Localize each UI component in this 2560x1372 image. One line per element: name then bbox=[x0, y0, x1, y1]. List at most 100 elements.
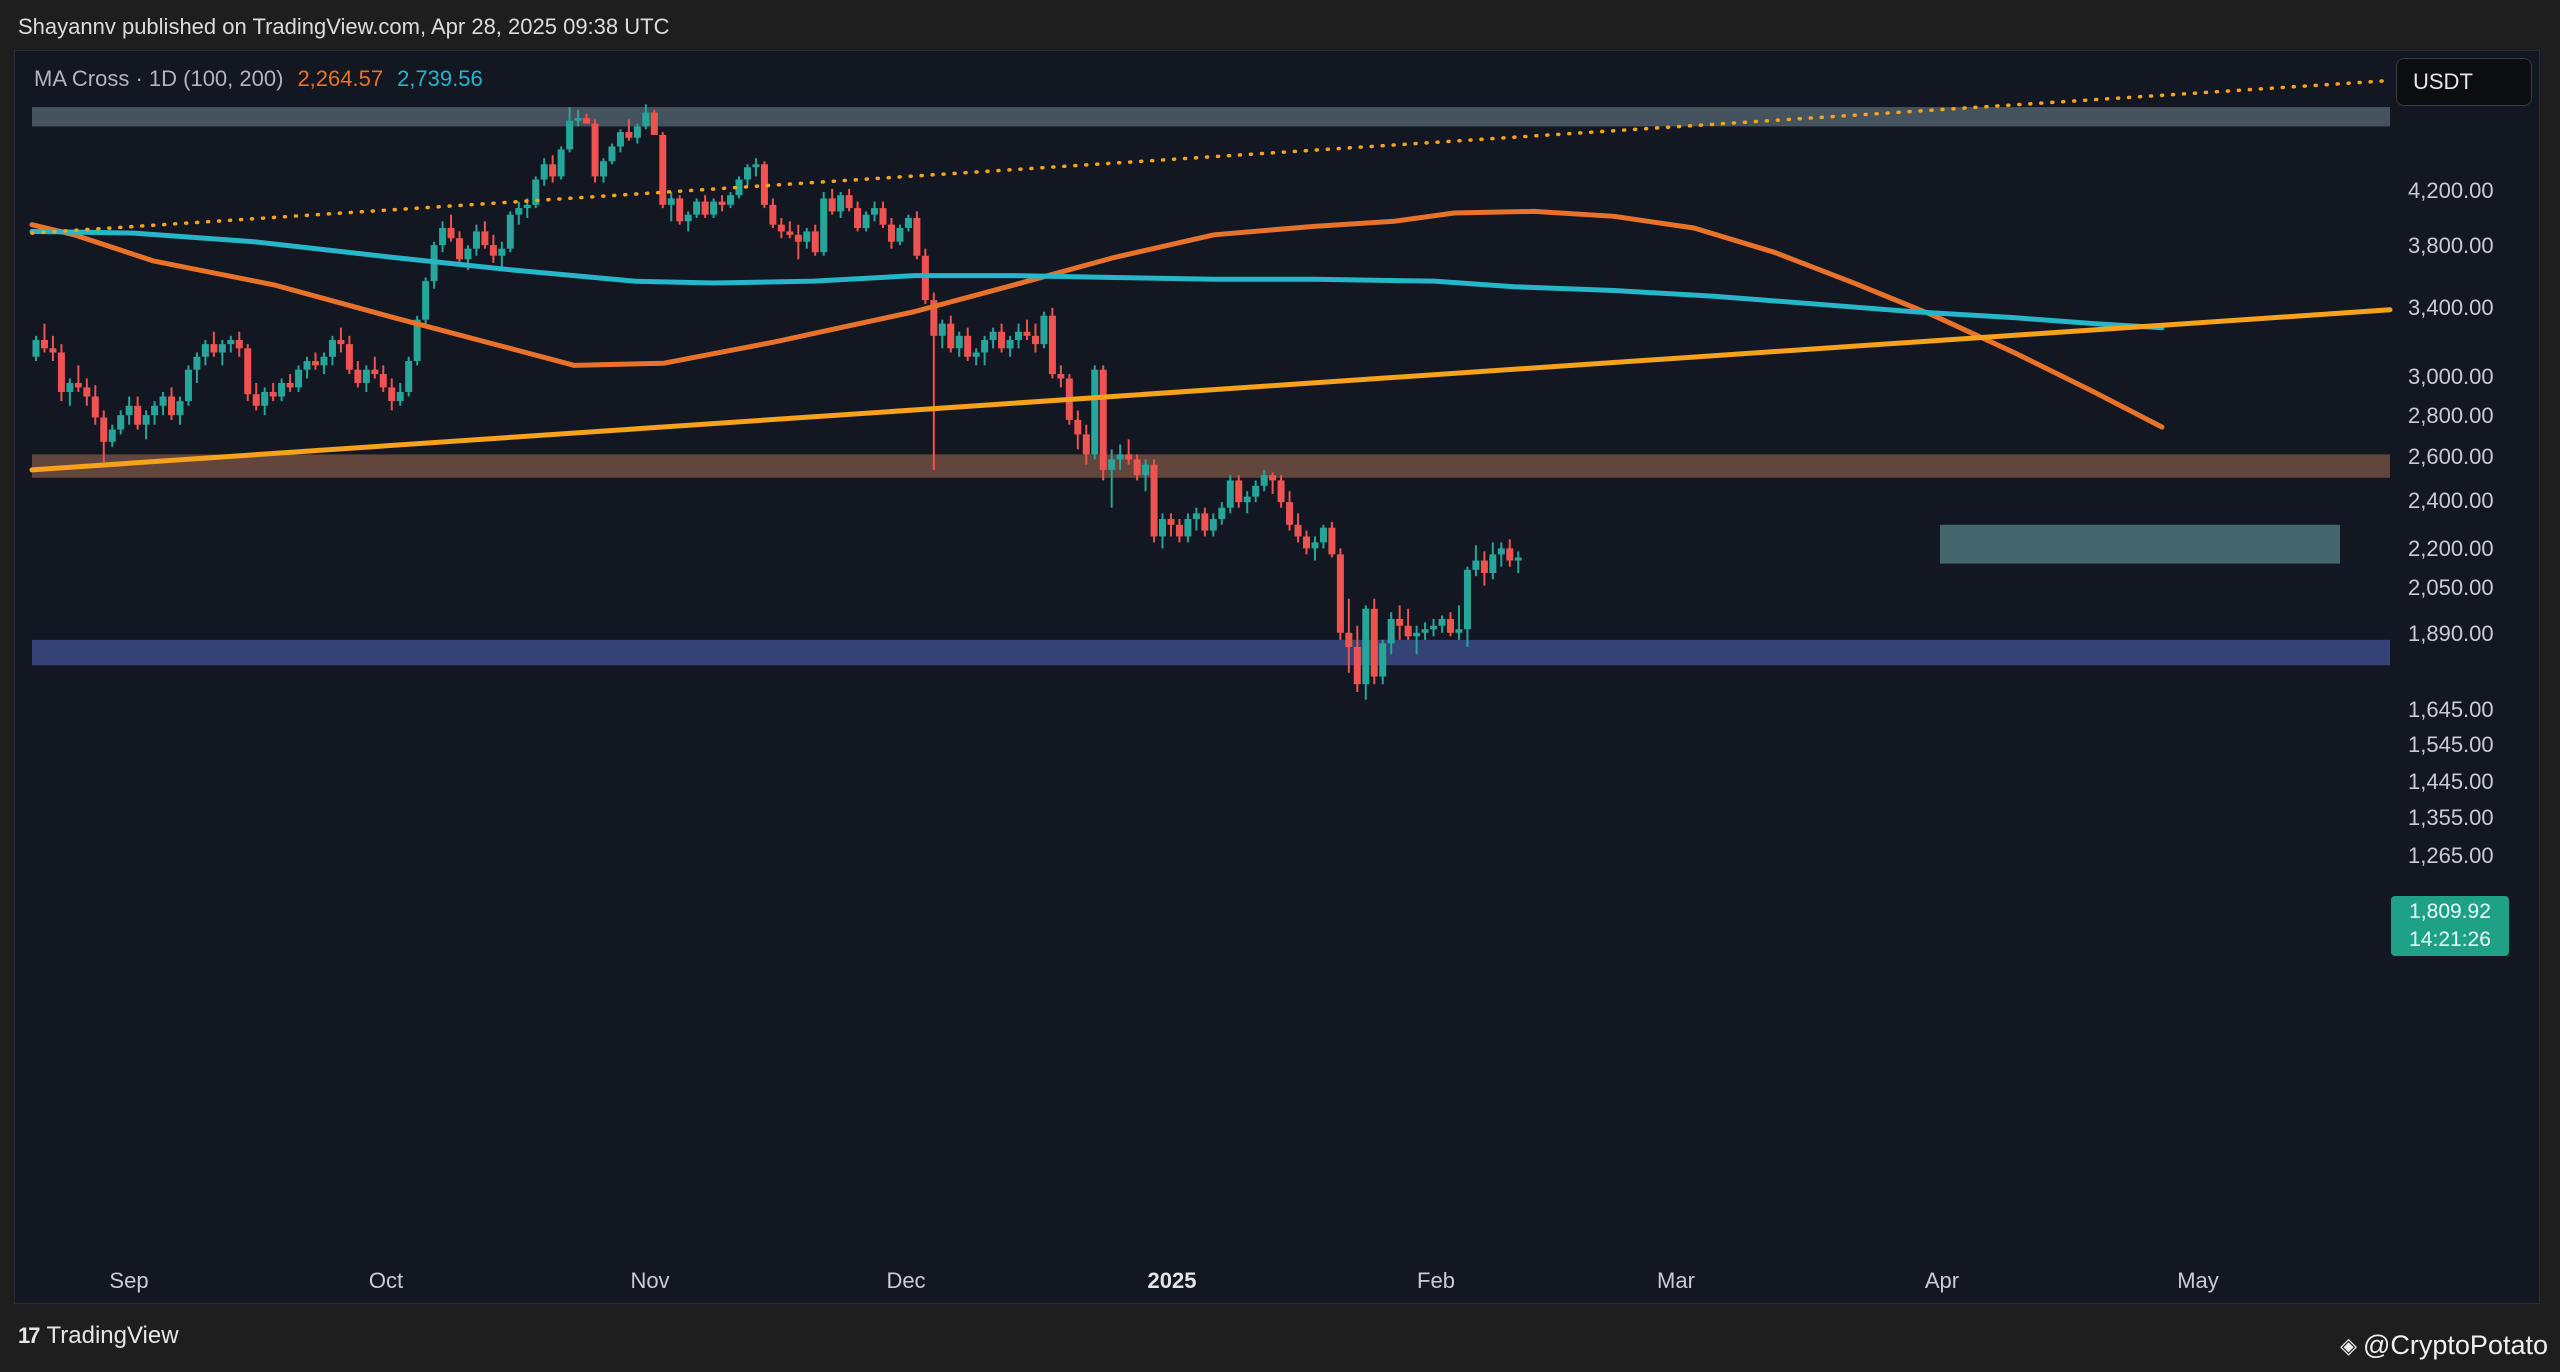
price-tick: 2,600.00 bbox=[2408, 443, 2494, 469]
candle-body bbox=[1201, 513, 1209, 531]
candle-body bbox=[549, 164, 557, 177]
indicator-legend[interactable]: MA Cross · 1D (100, 200) 2,264.57 2,739.… bbox=[34, 66, 483, 92]
candle-body bbox=[184, 369, 192, 402]
candle-body bbox=[972, 352, 980, 357]
candle-body bbox=[396, 391, 404, 402]
candle-body bbox=[837, 195, 845, 212]
candle-body bbox=[1497, 548, 1505, 555]
rising-support-trendline bbox=[29, 307, 2393, 473]
candle-body bbox=[100, 417, 108, 442]
candle-body bbox=[1006, 339, 1014, 349]
candle-body bbox=[828, 198, 836, 212]
candle-body bbox=[930, 300, 938, 336]
candle-body bbox=[777, 224, 785, 232]
candle-body bbox=[1430, 625, 1438, 630]
candle-body bbox=[1091, 369, 1099, 455]
candle-body bbox=[650, 112, 658, 135]
time-tick: Apr bbox=[1924, 1268, 1960, 1293]
candle-body bbox=[422, 281, 430, 320]
candle-body bbox=[362, 369, 370, 383]
candle-body bbox=[1116, 454, 1124, 460]
candle-body bbox=[1286, 502, 1294, 525]
time-axis[interactable]: Sep Oct Nov Dec 2025 Feb Mar Apr May bbox=[14, 1262, 2390, 1302]
candle-body bbox=[743, 167, 751, 180]
candle-body bbox=[244, 348, 252, 395]
candle-body bbox=[312, 361, 320, 366]
candle-body bbox=[125, 405, 133, 416]
tradingview-brand[interactable]: 17 TradingView bbox=[18, 1322, 179, 1350]
candle-body bbox=[328, 339, 336, 357]
candle-body bbox=[1311, 542, 1319, 549]
price-tick: 2,800.00 bbox=[2408, 402, 2494, 428]
candle-body bbox=[1387, 618, 1395, 644]
candle-body bbox=[1446, 618, 1454, 633]
price-tick: 3,400.00 bbox=[2408, 295, 2494, 321]
candle-body bbox=[1404, 625, 1412, 637]
candle-body bbox=[1362, 608, 1370, 685]
candle-body bbox=[472, 231, 480, 249]
price-tick: 1,890.00 bbox=[2408, 620, 2494, 646]
candle-body bbox=[439, 228, 447, 246]
candle-body bbox=[1099, 369, 1107, 470]
candle-body bbox=[413, 319, 421, 362]
candle-body bbox=[591, 123, 599, 177]
candle-body bbox=[1269, 475, 1277, 481]
candle-body bbox=[1438, 618, 1446, 626]
candle-body bbox=[159, 396, 167, 406]
price-axis[interactable]: 4,200.00 3,800.00 3,400.00 3,000.00 2,800.00… bbox=[2390, 50, 2540, 1304]
candle-body bbox=[557, 149, 565, 177]
candle-body bbox=[1370, 608, 1378, 677]
candle-body bbox=[803, 231, 811, 242]
candle-body bbox=[820, 198, 828, 253]
candle-body bbox=[871, 208, 879, 215]
candle-body bbox=[176, 401, 184, 416]
candle-body bbox=[862, 214, 870, 229]
candle-body bbox=[235, 339, 243, 349]
candle-body bbox=[583, 118, 591, 124]
candle-body bbox=[515, 208, 523, 215]
candle-body bbox=[74, 382, 82, 388]
candle-body bbox=[481, 231, 489, 246]
candle-body bbox=[955, 335, 963, 349]
candle-body bbox=[659, 134, 667, 205]
candle-body bbox=[981, 339, 989, 353]
candle-body bbox=[735, 179, 743, 196]
candle-body bbox=[938, 323, 946, 336]
candle-body bbox=[1175, 524, 1183, 537]
candle-body bbox=[295, 369, 303, 388]
candle-body bbox=[1353, 646, 1361, 685]
time-tick: Dec bbox=[886, 1268, 926, 1293]
candle-body bbox=[489, 245, 497, 256]
candle-body bbox=[1319, 527, 1327, 543]
candle-body bbox=[998, 331, 1006, 349]
candle-body bbox=[1142, 464, 1150, 476]
ma100-value: 2,264.57 bbox=[297, 66, 384, 91]
candle-body bbox=[1413, 632, 1421, 637]
candle-body bbox=[769, 204, 777, 225]
candle-body bbox=[1260, 475, 1268, 486]
candle-body bbox=[371, 369, 379, 375]
candle-body bbox=[1243, 496, 1251, 503]
candle-body bbox=[286, 382, 294, 388]
candle-body bbox=[1167, 519, 1175, 525]
candle-body bbox=[218, 344, 226, 353]
price-tick: 4,200.00 bbox=[2408, 178, 2494, 203]
candle-body bbox=[210, 344, 218, 353]
candle-body bbox=[701, 201, 709, 215]
currency-button[interactable]: USDT bbox=[2396, 58, 2532, 106]
candle-body bbox=[151, 405, 159, 416]
candle-body bbox=[227, 339, 235, 345]
candle-body bbox=[752, 164, 760, 168]
candle-body bbox=[201, 344, 209, 357]
candle-body bbox=[1057, 374, 1065, 379]
price-tick: 2,200.00 bbox=[2408, 536, 2494, 562]
candle-body bbox=[1277, 480, 1285, 503]
candle-body bbox=[1235, 480, 1243, 503]
candle-body bbox=[616, 132, 624, 147]
candle-body bbox=[49, 348, 57, 353]
candle-body bbox=[345, 344, 353, 370]
candle-body bbox=[760, 164, 768, 205]
candle-body bbox=[1489, 554, 1497, 573]
candle-body bbox=[1023, 331, 1031, 336]
